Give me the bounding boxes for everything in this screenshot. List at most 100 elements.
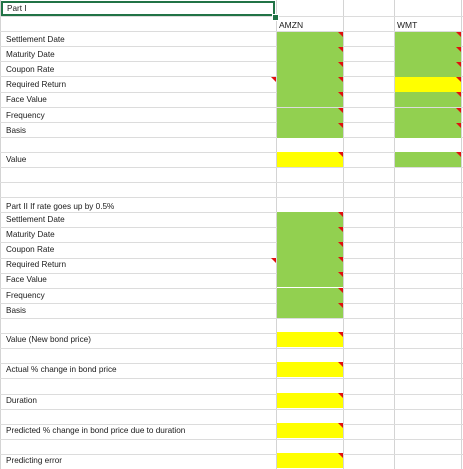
comment-indicator[interactable] bbox=[338, 152, 343, 157]
comment-indicator[interactable] bbox=[338, 212, 343, 217]
comment-indicator[interactable] bbox=[456, 152, 461, 157]
selected-cell-title[interactable]: Part I bbox=[1, 1, 275, 16]
comment-indicator[interactable] bbox=[456, 123, 461, 128]
comment-indicator[interactable] bbox=[338, 32, 343, 37]
comment-indicator[interactable] bbox=[456, 47, 461, 52]
comment-indicator[interactable] bbox=[338, 453, 343, 458]
row-gridline bbox=[0, 454, 463, 455]
comment-indicator[interactable] bbox=[338, 123, 343, 128]
amzn-value-cell[interactable] bbox=[277, 152, 343, 167]
amzn-input-cell[interactable] bbox=[277, 32, 343, 47]
row-gridline bbox=[0, 409, 463, 410]
amzn-output-cell[interactable] bbox=[277, 332, 343, 347]
comment-indicator[interactable] bbox=[338, 257, 343, 262]
comment-indicator[interactable] bbox=[338, 108, 343, 113]
part2-row-label: Coupon Rate bbox=[6, 245, 55, 254]
amzn-part2-input-cell[interactable] bbox=[277, 257, 343, 272]
row-gridline bbox=[0, 318, 463, 319]
comment-indicator[interactable] bbox=[338, 272, 343, 277]
amzn-output-cell[interactable] bbox=[277, 393, 343, 408]
part1-row-label: Face Value bbox=[6, 95, 47, 104]
wmt-input-cell[interactable] bbox=[395, 47, 461, 62]
comment-indicator[interactable] bbox=[456, 92, 461, 97]
comment-indicator[interactable] bbox=[338, 227, 343, 232]
comment-indicator[interactable] bbox=[338, 423, 343, 428]
comment-indicator[interactable] bbox=[456, 32, 461, 37]
row-gridline bbox=[0, 167, 463, 168]
amzn-input-cell[interactable] bbox=[277, 108, 343, 123]
comment-indicator[interactable] bbox=[271, 77, 276, 82]
comment-indicator[interactable] bbox=[456, 77, 461, 82]
part1-row-label: Coupon Rate bbox=[6, 65, 55, 74]
wmt-input-cell[interactable] bbox=[395, 32, 461, 47]
comment-indicator[interactable] bbox=[338, 288, 343, 293]
row-gridline bbox=[0, 258, 463, 259]
fill-handle[interactable] bbox=[272, 14, 279, 21]
amzn-part2-input-cell[interactable] bbox=[277, 303, 343, 318]
amzn-output-cell[interactable] bbox=[277, 423, 343, 438]
row-gridline bbox=[0, 227, 463, 228]
wmt-input-cell[interactable] bbox=[395, 108, 461, 123]
comment-indicator[interactable] bbox=[338, 242, 343, 247]
comment-indicator[interactable] bbox=[456, 62, 461, 67]
amzn-input-cell[interactable] bbox=[277, 77, 343, 92]
amzn-part2-input-cell[interactable] bbox=[277, 288, 343, 303]
row-gridline bbox=[0, 288, 463, 289]
wmt-value-cell[interactable] bbox=[395, 152, 461, 167]
row-gridline bbox=[0, 363, 463, 364]
amzn-part2-input-cell[interactable] bbox=[277, 242, 343, 257]
row-gridline bbox=[0, 212, 463, 213]
row-gridline bbox=[0, 303, 463, 304]
row-gridline bbox=[0, 182, 463, 183]
row-gridline bbox=[0, 76, 463, 77]
comment-indicator[interactable] bbox=[338, 47, 343, 52]
comment-indicator[interactable] bbox=[338, 362, 343, 367]
comment-indicator[interactable] bbox=[338, 77, 343, 82]
column-gridline bbox=[461, 0, 462, 469]
part1-value-label: Value bbox=[6, 155, 27, 164]
row-gridline bbox=[0, 197, 463, 198]
comment-indicator[interactable] bbox=[338, 62, 343, 67]
amzn-part2-input-cell[interactable] bbox=[277, 272, 343, 287]
amzn-output-cell[interactable] bbox=[277, 453, 343, 468]
amzn-output-cell[interactable] bbox=[277, 362, 343, 377]
row-gridline bbox=[0, 273, 463, 274]
row-gridline bbox=[0, 92, 463, 93]
amzn-input-cell[interactable] bbox=[277, 62, 343, 77]
comment-indicator[interactable] bbox=[338, 393, 343, 398]
part2-output-label: Actual % change in bond price bbox=[6, 365, 117, 374]
part1-row-label: Frequency bbox=[6, 111, 45, 120]
row-gridline bbox=[0, 348, 463, 349]
part2-heading: Part II If rate goes up by 0.5% bbox=[6, 202, 115, 211]
comment-indicator[interactable] bbox=[456, 108, 461, 113]
column-gridline bbox=[0, 0, 1, 469]
part2-row-label: Basis bbox=[6, 306, 27, 315]
amzn-input-cell[interactable] bbox=[277, 47, 343, 62]
wmt-input-cell[interactable] bbox=[395, 92, 461, 107]
column-gridline bbox=[343, 0, 344, 469]
comment-indicator[interactable] bbox=[338, 92, 343, 97]
amzn-part2-input-cell[interactable] bbox=[277, 212, 343, 227]
column-header-amzn: AMZN bbox=[279, 20, 304, 30]
wmt-input-cell[interactable] bbox=[395, 77, 461, 92]
row-gridline bbox=[0, 46, 463, 47]
column-gridline bbox=[394, 0, 395, 469]
part2-row-label: Required Return bbox=[6, 260, 67, 269]
wmt-input-cell[interactable] bbox=[395, 62, 461, 77]
row-gridline bbox=[0, 122, 463, 123]
row-gridline bbox=[0, 333, 463, 334]
row-gridline bbox=[0, 394, 463, 395]
part1-row-label: Maturity Date bbox=[6, 50, 55, 59]
amzn-input-cell[interactable] bbox=[277, 92, 343, 107]
row-gridline bbox=[0, 107, 463, 108]
comment-indicator[interactable] bbox=[271, 258, 276, 263]
wmt-input-cell[interactable] bbox=[395, 123, 461, 138]
row-gridline bbox=[0, 137, 463, 138]
amzn-part2-input-cell[interactable] bbox=[277, 227, 343, 242]
row-gridline bbox=[0, 378, 463, 379]
row-gridline bbox=[0, 439, 463, 440]
comment-indicator[interactable] bbox=[338, 303, 343, 308]
amzn-input-cell[interactable] bbox=[277, 123, 343, 138]
comment-indicator[interactable] bbox=[338, 332, 343, 337]
